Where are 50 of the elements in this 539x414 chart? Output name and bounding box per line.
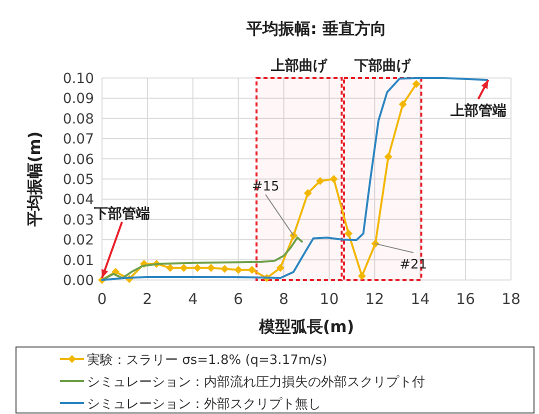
y-tick-label: 0.01 — [62, 252, 94, 269]
point — [276, 264, 284, 272]
point — [304, 189, 312, 198]
point — [344, 230, 353, 238]
x-tick-label: 0 — [97, 290, 107, 308]
x-tick-label: 18 — [501, 290, 521, 308]
legend-label: シミュレーション：外部スクリプト無し — [87, 397, 321, 412]
annotation: #15 — [252, 180, 280, 195]
band-label: 上部曲げ — [270, 57, 328, 74]
point — [234, 266, 242, 274]
y-tick-label: 0.00 — [62, 273, 94, 289]
chart-title: 平均振幅: 垂直方向 — [246, 19, 386, 38]
x-tick-label: 8 — [279, 290, 289, 308]
annotation: 上部管端 — [449, 102, 506, 120]
x-tick-label: 6 — [234, 290, 244, 308]
point — [358, 272, 366, 280]
legend-label: 実験：スラリー σs=1.8% (q=3.17m/s) — [87, 352, 328, 368]
point — [220, 264, 229, 273]
point — [384, 152, 392, 161]
x-axis-title: 模型弧長(m) — [258, 317, 354, 336]
y-tick-label: 0.08 — [62, 111, 94, 128]
band-label: 下部曲げ — [354, 57, 412, 74]
legend-label: シミュレーション：内部流れ圧力損失の外部スクリプト付 — [87, 374, 425, 390]
y-tick-label: 0.02 — [62, 232, 94, 249]
point — [412, 80, 420, 88]
point — [193, 264, 202, 272]
y-tick-label: 0.05 — [62, 172, 94, 188]
point — [330, 175, 338, 183]
y-tick-label: 0.10 — [62, 71, 94, 87]
annotation: 下部管端 — [93, 204, 150, 222]
y-axis-title: 平均振幅(m) — [25, 131, 44, 228]
point — [207, 264, 216, 272]
point — [166, 264, 174, 272]
point — [180, 264, 188, 272]
x-tick-label: 4 — [188, 290, 198, 308]
y-tick-label: 0.06 — [62, 152, 94, 168]
point — [398, 100, 407, 108]
y-tick-label: 0.03 — [62, 212, 94, 228]
y-tick-label: 0.09 — [62, 91, 94, 108]
y-tick-label: 0.07 — [62, 132, 94, 148]
point — [248, 266, 256, 274]
x-tick-label: 14 — [410, 290, 430, 308]
x-tick-label: 12 — [365, 290, 384, 308]
annotation: #21 — [400, 258, 428, 273]
x-tick-label: 2 — [142, 290, 152, 308]
x-tick-label: 16 — [456, 290, 476, 308]
x-tick-label: 10 — [320, 290, 339, 308]
point — [316, 177, 324, 186]
y-tick-label: 0.04 — [62, 192, 94, 208]
point — [371, 240, 380, 248]
